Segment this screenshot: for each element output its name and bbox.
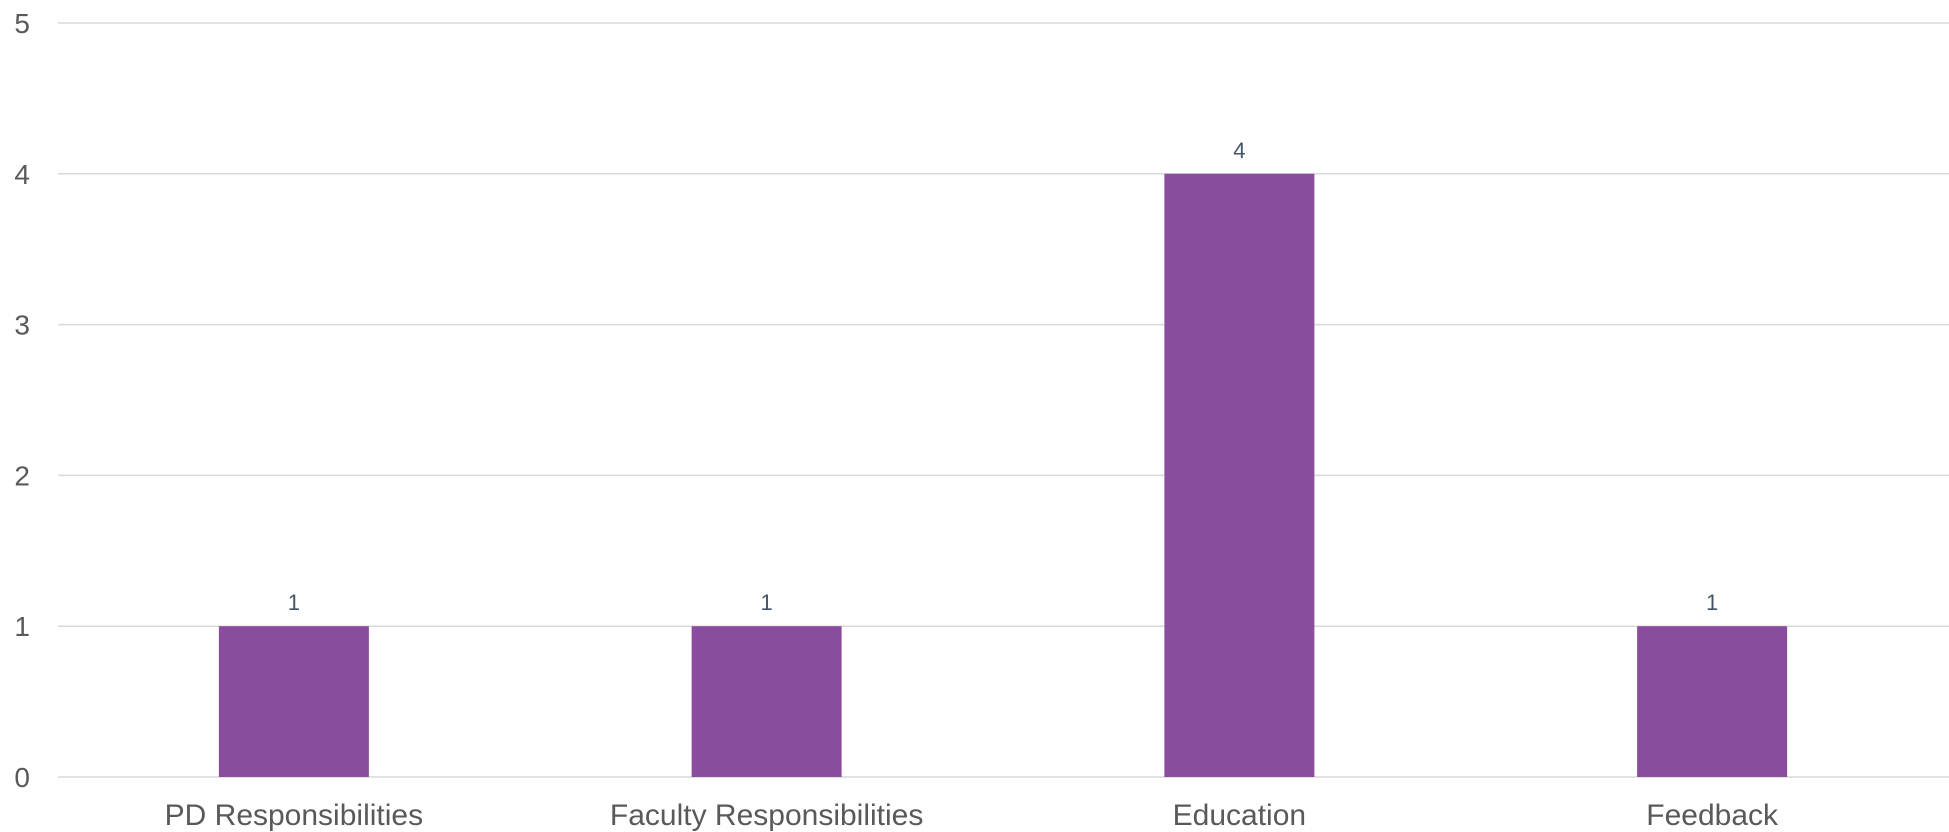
x-category-label: Feedback (1646, 799, 1779, 832)
data-label: 4 (1233, 138, 1245, 163)
y-tick-label: 5 (14, 8, 30, 39)
y-tick-label: 0 (14, 762, 30, 793)
bar (1164, 173, 1315, 778)
data-label: 1 (288, 590, 300, 615)
bar (691, 626, 842, 777)
bar (218, 626, 369, 777)
y-tick-label: 1 (14, 611, 30, 642)
y-tick-label: 3 (14, 310, 30, 341)
y-tick-label: 4 (14, 159, 30, 190)
x-category-label: Education (1173, 799, 1306, 832)
x-category-label: PD Responsibilities (165, 799, 423, 832)
y-tick-label: 2 (14, 460, 30, 491)
bar (1637, 626, 1788, 777)
data-label: 1 (1706, 590, 1718, 615)
data-label: 1 (761, 590, 773, 615)
x-category-label: Faculty Responsibilities (610, 799, 923, 832)
